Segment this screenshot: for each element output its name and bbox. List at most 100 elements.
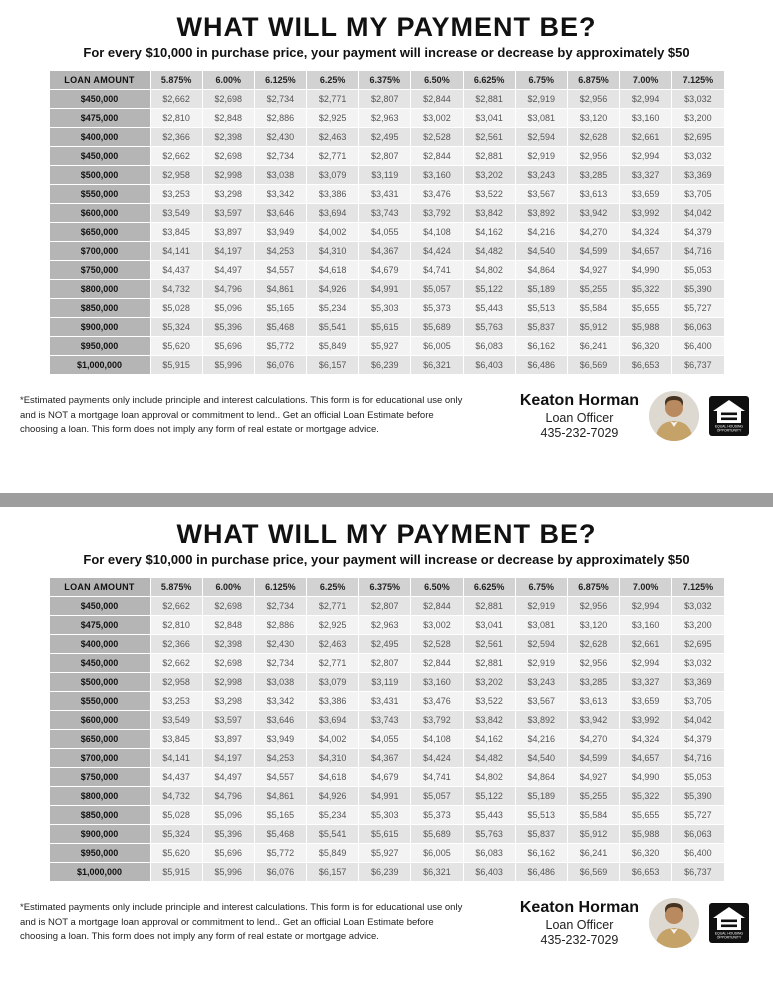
table-row: $900,000 $5,324 $5,396 $5,468 $5,541 $5,615 $5… xyxy=(49,825,724,843)
payment-cell: $3,949 xyxy=(254,730,307,748)
loan-amount-cell: $650,000 xyxy=(49,223,150,241)
payment-cell: $5,655 xyxy=(620,299,672,317)
loan-amount-cell: $850,000 xyxy=(49,806,150,824)
payment-cell: $2,956 xyxy=(567,597,620,615)
payment-cell: $2,698 xyxy=(202,90,254,108)
payment-cell: $6,239 xyxy=(359,356,411,374)
payment-cell: $2,886 xyxy=(254,109,307,127)
table-row: $950,000 $5,620 $5,696 $5,772 $5,849 $5,927 $6… xyxy=(49,337,724,355)
payment-cell: $5,322 xyxy=(620,787,672,805)
table-row: $750,000 $4,437 $4,497 $4,557 $4,618 $4,679 $4… xyxy=(49,261,724,279)
payment-cell: $4,732 xyxy=(150,787,202,805)
table-row: $550,000 $3,253 $3,298 $3,342 $3,386 $3,431 $3… xyxy=(49,692,724,710)
payment-cell: $4,310 xyxy=(307,749,359,767)
loan-amount-cell: $550,000 xyxy=(49,185,150,203)
payment-cell: $4,042 xyxy=(672,204,724,222)
table-row: $600,000 $3,549 $3,597 $3,646 $3,694 $3,743 $3… xyxy=(49,204,724,222)
payment-cell: $6,320 xyxy=(620,844,672,862)
payment-cell: $2,963 xyxy=(359,109,411,127)
agent-role: Loan Officer xyxy=(545,918,614,932)
contact-text: Keaton Horman Loan Officer 435-232-7029 xyxy=(520,899,639,947)
rate-header: 6.75% xyxy=(515,578,567,596)
table-row: $500,000 $2,958 $2,998 $3,038 $3,079 $3,119 $3… xyxy=(49,673,724,691)
table-row: $850,000 $5,028 $5,096 $5,165 $5,234 $5,303 $5… xyxy=(49,299,724,317)
loan-amount-cell: $750,000 xyxy=(49,261,150,279)
payment-cell: $3,992 xyxy=(620,711,672,729)
payment-cell: $5,122 xyxy=(463,787,515,805)
payment-cell: $4,802 xyxy=(463,768,515,786)
payment-cell: $4,197 xyxy=(202,749,254,767)
payment-cell: $3,160 xyxy=(620,616,672,634)
payment-cell: $4,741 xyxy=(411,261,463,279)
payment-cell: $6,076 xyxy=(254,863,307,881)
payment-cell: $3,079 xyxy=(307,673,359,691)
payment-cell: $4,557 xyxy=(254,261,307,279)
page-subtitle: For every $10,000 in purchase price, you… xyxy=(83,45,690,60)
payment-cell: $2,561 xyxy=(463,128,515,146)
payment-cell: $4,861 xyxy=(254,280,307,298)
payment-cell: $4,042 xyxy=(672,711,724,729)
payment-cell: $3,298 xyxy=(202,692,254,710)
payment-cell: $4,540 xyxy=(515,242,567,260)
payment-cell: $6,005 xyxy=(411,337,463,355)
page-title: WHAT WILL MY PAYMENT BE? xyxy=(176,12,597,42)
payment-cell: $4,657 xyxy=(620,749,672,767)
rate-header: 6.625% xyxy=(463,71,515,89)
payment-cell: $4,002 xyxy=(307,730,359,748)
payment-cell: $2,958 xyxy=(150,166,202,184)
agent-photo xyxy=(649,898,699,948)
payment-cell: $5,028 xyxy=(150,299,202,317)
rate-header: 6.25% xyxy=(307,71,359,89)
equal-housing-logo: EQUAL HOUSING OPPORTUNITY xyxy=(709,903,749,943)
loan-amount-cell: $700,000 xyxy=(49,242,150,260)
payment-cell: $3,160 xyxy=(411,166,463,184)
table-row: $800,000 $4,732 $4,796 $4,861 $4,926 $4,991 $5… xyxy=(49,280,724,298)
payment-cell: $2,881 xyxy=(463,147,515,165)
payment-cell: $5,373 xyxy=(411,806,463,824)
payment-cell: $5,189 xyxy=(515,280,567,298)
payment-cell: $5,689 xyxy=(411,825,463,843)
table-row: $450,000 $2,662 $2,698 $2,734 $2,771 $2,807 $2… xyxy=(49,147,724,165)
payment-cell: $2,528 xyxy=(411,128,463,146)
payment-cell: $5,620 xyxy=(150,337,202,355)
payment-cell: $6,403 xyxy=(463,356,515,374)
payment-cell: $6,157 xyxy=(307,863,359,881)
payment-cell: $3,032 xyxy=(672,654,724,672)
payment-cell: $2,698 xyxy=(202,654,254,672)
payment-cell: $4,424 xyxy=(411,242,463,260)
payment-cell: $6,005 xyxy=(411,844,463,862)
payment-cell: $6,569 xyxy=(567,863,620,881)
payment-cell: $4,141 xyxy=(150,749,202,767)
payment-cell: $2,844 xyxy=(411,90,463,108)
loan-amount-cell: $900,000 xyxy=(49,825,150,843)
payment-cell: $3,431 xyxy=(359,692,411,710)
payment-cell: $3,386 xyxy=(307,185,359,203)
payment-cell: $5,513 xyxy=(515,299,567,317)
rate-header: 7.125% xyxy=(672,578,724,596)
payment-cell: $3,992 xyxy=(620,204,672,222)
payment-cell: $5,849 xyxy=(307,337,359,355)
payment-cell: $2,919 xyxy=(515,654,567,672)
payment-cell: $4,141 xyxy=(150,242,202,260)
payment-cell: $5,396 xyxy=(202,825,254,843)
agent-name: Keaton Horman xyxy=(519,392,639,409)
payment-cell: $5,915 xyxy=(150,356,202,374)
payment-cell: $4,437 xyxy=(150,261,202,279)
payment-cell: $2,734 xyxy=(254,654,307,672)
loan-amount-cell: $800,000 xyxy=(49,787,150,805)
svg-text:OPPORTUNITY: OPPORTUNITY xyxy=(717,429,742,433)
disclaimer-text: *Estimated payments only include princip… xyxy=(20,901,463,943)
payment-cell: $6,162 xyxy=(515,844,567,862)
payment-cell: $2,734 xyxy=(254,90,307,108)
payment-cell: $2,628 xyxy=(567,128,620,146)
payment-cell: $5,620 xyxy=(150,844,202,862)
payment-cell: $2,844 xyxy=(411,654,463,672)
payment-cell: $4,482 xyxy=(463,749,515,767)
payment-cell: $2,963 xyxy=(359,616,411,634)
table-row: $500,000 $2,958 $2,998 $3,038 $3,079 $3,119 $3… xyxy=(49,166,724,184)
payment-cell: $3,842 xyxy=(463,204,515,222)
footer: *Estimated payments only include princip… xyxy=(0,898,773,948)
payment-cell: $5,615 xyxy=(359,825,411,843)
payment-cell: $4,216 xyxy=(515,223,567,241)
payment-cell: $3,476 xyxy=(411,185,463,203)
